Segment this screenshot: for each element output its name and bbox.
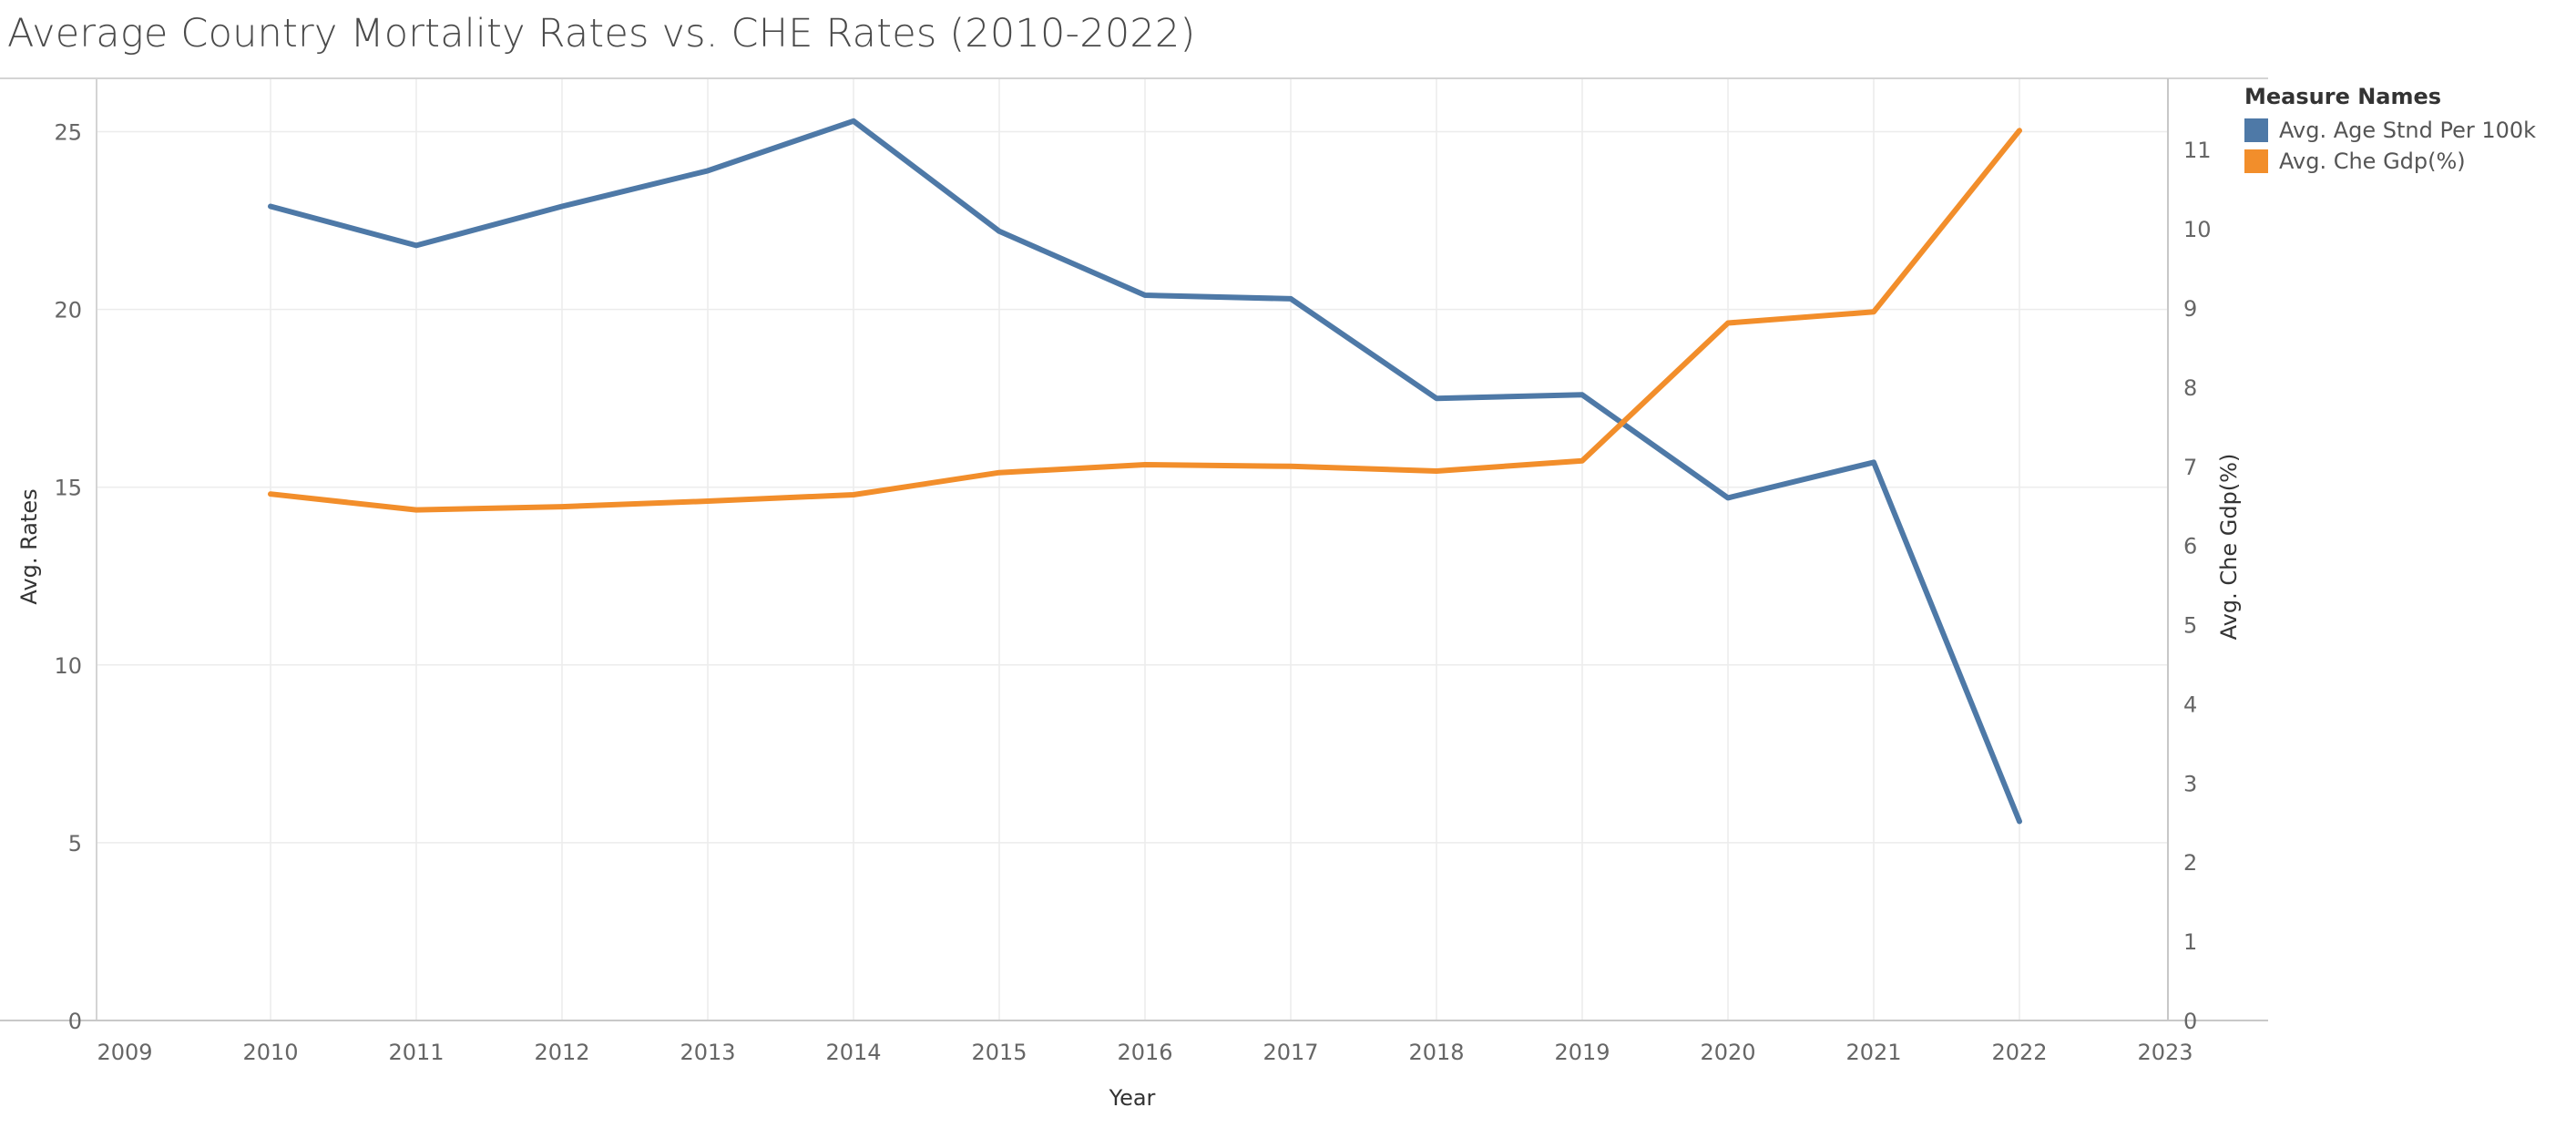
x-tick-label: 2012 bbox=[534, 1040, 589, 1065]
y2-tick-label: 6 bbox=[2183, 534, 2197, 559]
y2-tick-label: 11 bbox=[2183, 138, 2212, 163]
legend-title: Measure Names bbox=[2244, 84, 2442, 109]
x-tick-label: 2014 bbox=[825, 1040, 881, 1065]
x-tick-label: 2015 bbox=[971, 1040, 1027, 1065]
legend-label-mortality: Avg. Age Stnd Per 100k bbox=[2279, 118, 2537, 143]
y2-tick-label: 8 bbox=[2183, 375, 2197, 401]
x-tick-label: 2017 bbox=[1262, 1040, 1318, 1065]
series-lines bbox=[268, 118, 2022, 825]
y2-tick-label: 7 bbox=[2183, 455, 2197, 480]
x-tick-label: 2010 bbox=[242, 1040, 298, 1065]
y-axis-title: Avg. Rates bbox=[16, 488, 42, 604]
x-tick-label: 2020 bbox=[1700, 1040, 1755, 1065]
x-tick-label: 2009 bbox=[97, 1040, 152, 1065]
x-tick-label: 2021 bbox=[1845, 1040, 1901, 1065]
y2-tick-label: 2 bbox=[2183, 850, 2197, 876]
y2-tick-label: 5 bbox=[2183, 613, 2197, 639]
y2-tick-label: 3 bbox=[2183, 771, 2197, 796]
y2-axis-title: Avg. Che Gdp(%) bbox=[2216, 454, 2242, 641]
x-tick-label: 2013 bbox=[680, 1040, 735, 1065]
x-tick-label: 2018 bbox=[1408, 1040, 1464, 1065]
y-tick-label: 15 bbox=[54, 476, 82, 501]
x-tick-label: 2016 bbox=[1117, 1040, 1172, 1065]
chart-title: Average Country Mortality Rates vs. CHE … bbox=[7, 11, 1196, 56]
legend: Measure Names Avg. Age Stnd Per 100k Avg… bbox=[2244, 84, 2536, 177]
y-tick-label: 0 bbox=[68, 1009, 82, 1034]
series-line-1[interactable] bbox=[268, 128, 2022, 513]
legend-item-mortality[interactable]: Avg. Age Stnd Per 100k bbox=[2244, 115, 2536, 146]
y-tick-label: 10 bbox=[54, 653, 82, 679]
grid-lines bbox=[97, 78, 2168, 1021]
legend-label-che: Avg. Che Gdp(%) bbox=[2279, 149, 2466, 174]
x-tick-label: 2023 bbox=[2137, 1040, 2193, 1065]
x-tick-label: 2022 bbox=[1991, 1040, 2047, 1065]
y-tick-label: 20 bbox=[54, 298, 82, 323]
axes bbox=[0, 77, 2268, 1021]
y2-tick-label: 0 bbox=[2183, 1009, 2197, 1034]
legend-item-che[interactable]: Avg. Che Gdp(%) bbox=[2244, 146, 2536, 177]
legend-swatch-che bbox=[2244, 149, 2268, 173]
x-tick-label: 2019 bbox=[1554, 1040, 1610, 1065]
y-tick-label: 5 bbox=[68, 831, 82, 856]
legend-swatch-mortality bbox=[2244, 118, 2268, 142]
y2-tick-label: 4 bbox=[2183, 692, 2197, 717]
x-axis-title: Year bbox=[1109, 1085, 1156, 1111]
x-tick-label: 2011 bbox=[388, 1040, 444, 1065]
y2-tick-label: 9 bbox=[2183, 296, 2197, 322]
series-line-0[interactable] bbox=[268, 118, 2022, 825]
y2-tick-label: 1 bbox=[2183, 929, 2197, 955]
y2-tick-label: 10 bbox=[2183, 217, 2212, 242]
y-tick-label: 25 bbox=[54, 120, 82, 146]
